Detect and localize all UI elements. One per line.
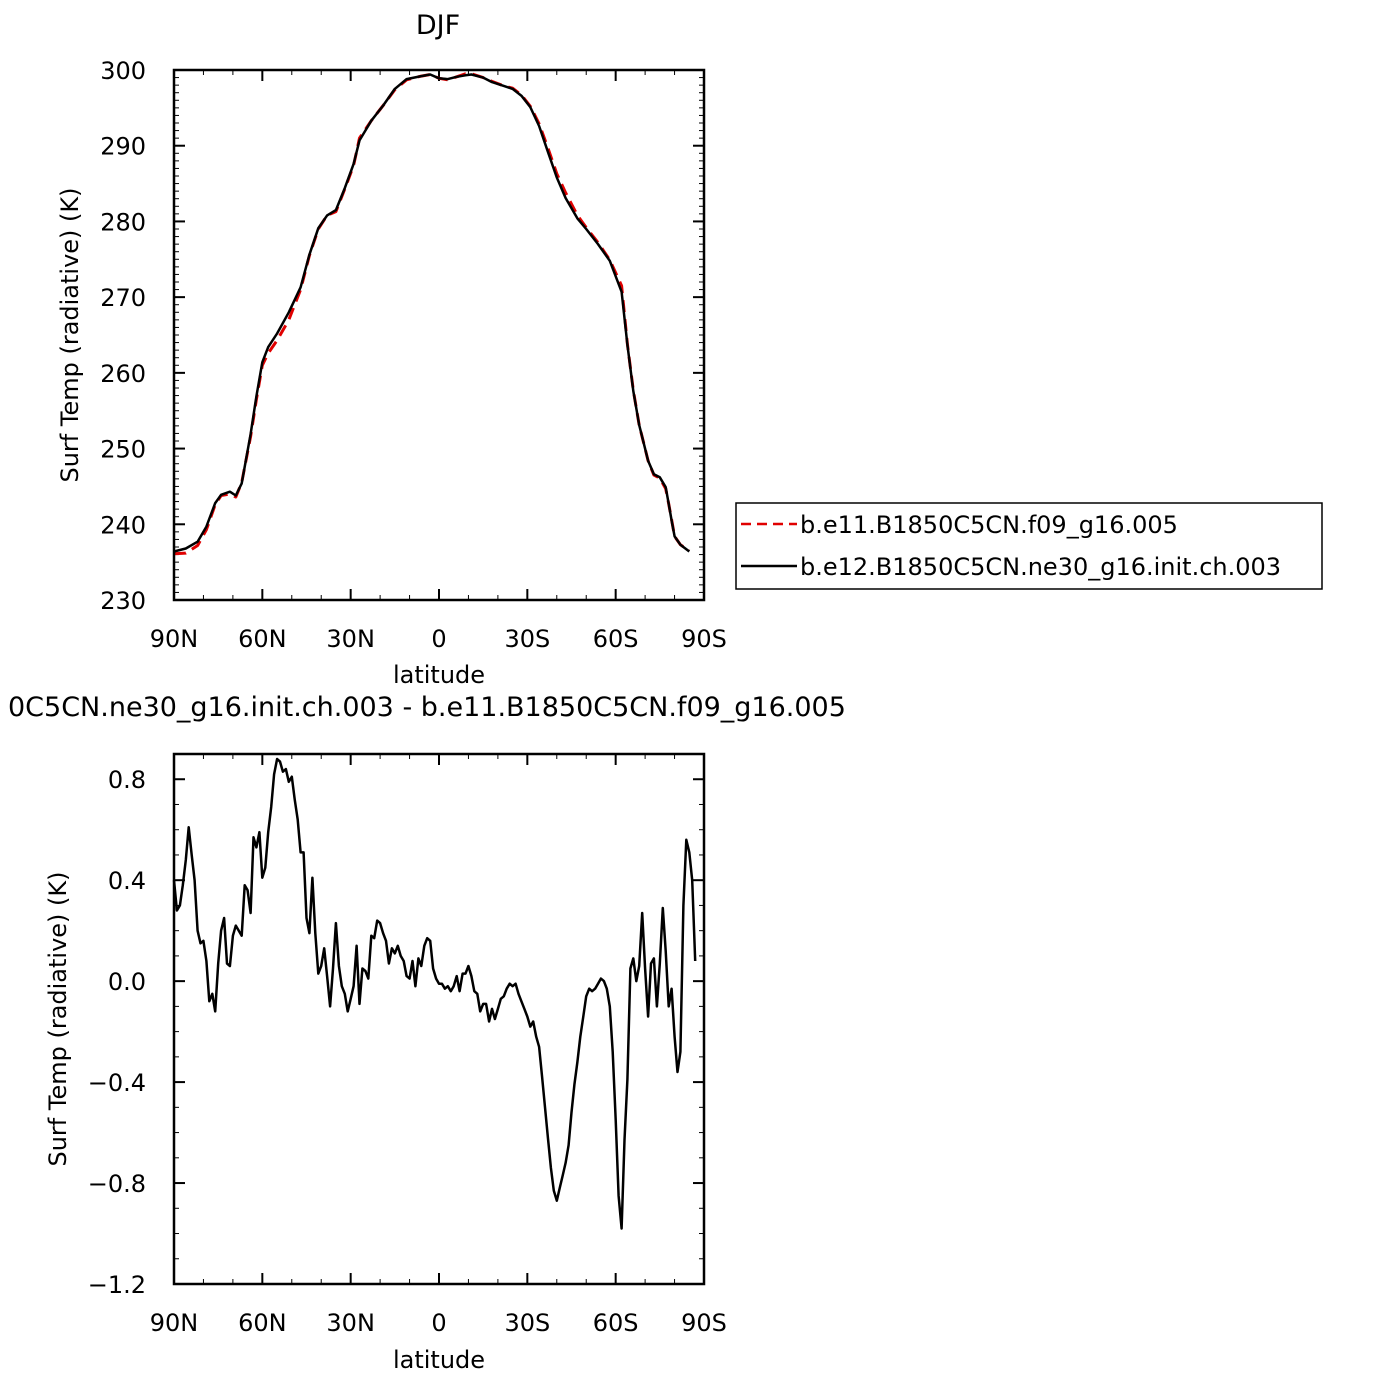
y-tick-label: 290 (100, 133, 146, 161)
legend-label: b.e12.B1850C5CN.ne30_g16.init.ch.003 (800, 553, 1281, 581)
temperature-chart: DJF 230 240 250 260 270 280 290 300 90N 60N 30N 0 30… (56, 10, 727, 689)
x-tick-label: 30S (504, 625, 550, 653)
x-tick-label: 0 (431, 1309, 446, 1337)
y-tick-label: 230 (100, 587, 146, 615)
legend-label: b.e11.B1850C5CN.f09_g16.005 (800, 511, 1178, 539)
x-tick-label: 0 (431, 625, 446, 653)
y-axis-label: Surf Temp (radiative) (K) (44, 871, 72, 1166)
y-tick-label: 280 (100, 208, 146, 236)
difference-chart: 0C5CN.ne30_g16.init.ch.003 - b.e11.B1850… (8, 692, 846, 1374)
x-tick-label: 30N (326, 625, 375, 653)
x-tick-label: 90N (150, 625, 199, 653)
legend: b.e11.B1850C5CN.f09_g16.005 b.e12.B1850C… (735, 502, 1323, 590)
x-tick-label: 90S (681, 625, 727, 653)
x-tick-label: 90S (681, 1309, 727, 1337)
series-line-0 (172, 757, 697, 1230)
y-tick-label: 260 (100, 360, 146, 388)
y-tick-label: 240 (100, 511, 146, 539)
x-tick-label: 90N (150, 1309, 199, 1337)
x-tick-label: 60S (593, 625, 639, 653)
x-axis-label: latitude (393, 661, 485, 689)
series-line-1 (173, 73, 691, 553)
chart-title: 0C5CN.ne30_g16.init.ch.003 - b.e11.B1850… (8, 692, 846, 723)
x-tick-label: 60S (593, 1309, 639, 1337)
y-tick-label: 0.4 (108, 867, 146, 895)
y-tick-label: 0.8 (108, 766, 146, 794)
y-tick-label: 270 (100, 284, 146, 312)
y-tick-label: −0.4 (88, 1069, 146, 1097)
y-tick-label: −0.8 (88, 1170, 146, 1198)
x-tick-label: 30N (326, 1309, 375, 1337)
chart-title: DJF (416, 10, 460, 41)
y-tick-label: −1.2 (88, 1271, 146, 1299)
y-tick-label: 0.0 (108, 968, 146, 996)
y-axis-label: Surf Temp (radiative) (K) (56, 187, 84, 482)
plot-frame (172, 752, 706, 1286)
legend-box (735, 502, 1323, 590)
x-tick-label: 60N (238, 1309, 287, 1337)
x-tick-label: 30S (504, 1309, 550, 1337)
y-tick-label: 250 (100, 436, 146, 464)
x-tick-label: 60N (238, 625, 287, 653)
x-axis-label: latitude (393, 1346, 485, 1374)
y-tick-label: 300 (100, 57, 146, 85)
plot-frame (172, 68, 706, 602)
series-line-0 (173, 72, 691, 556)
